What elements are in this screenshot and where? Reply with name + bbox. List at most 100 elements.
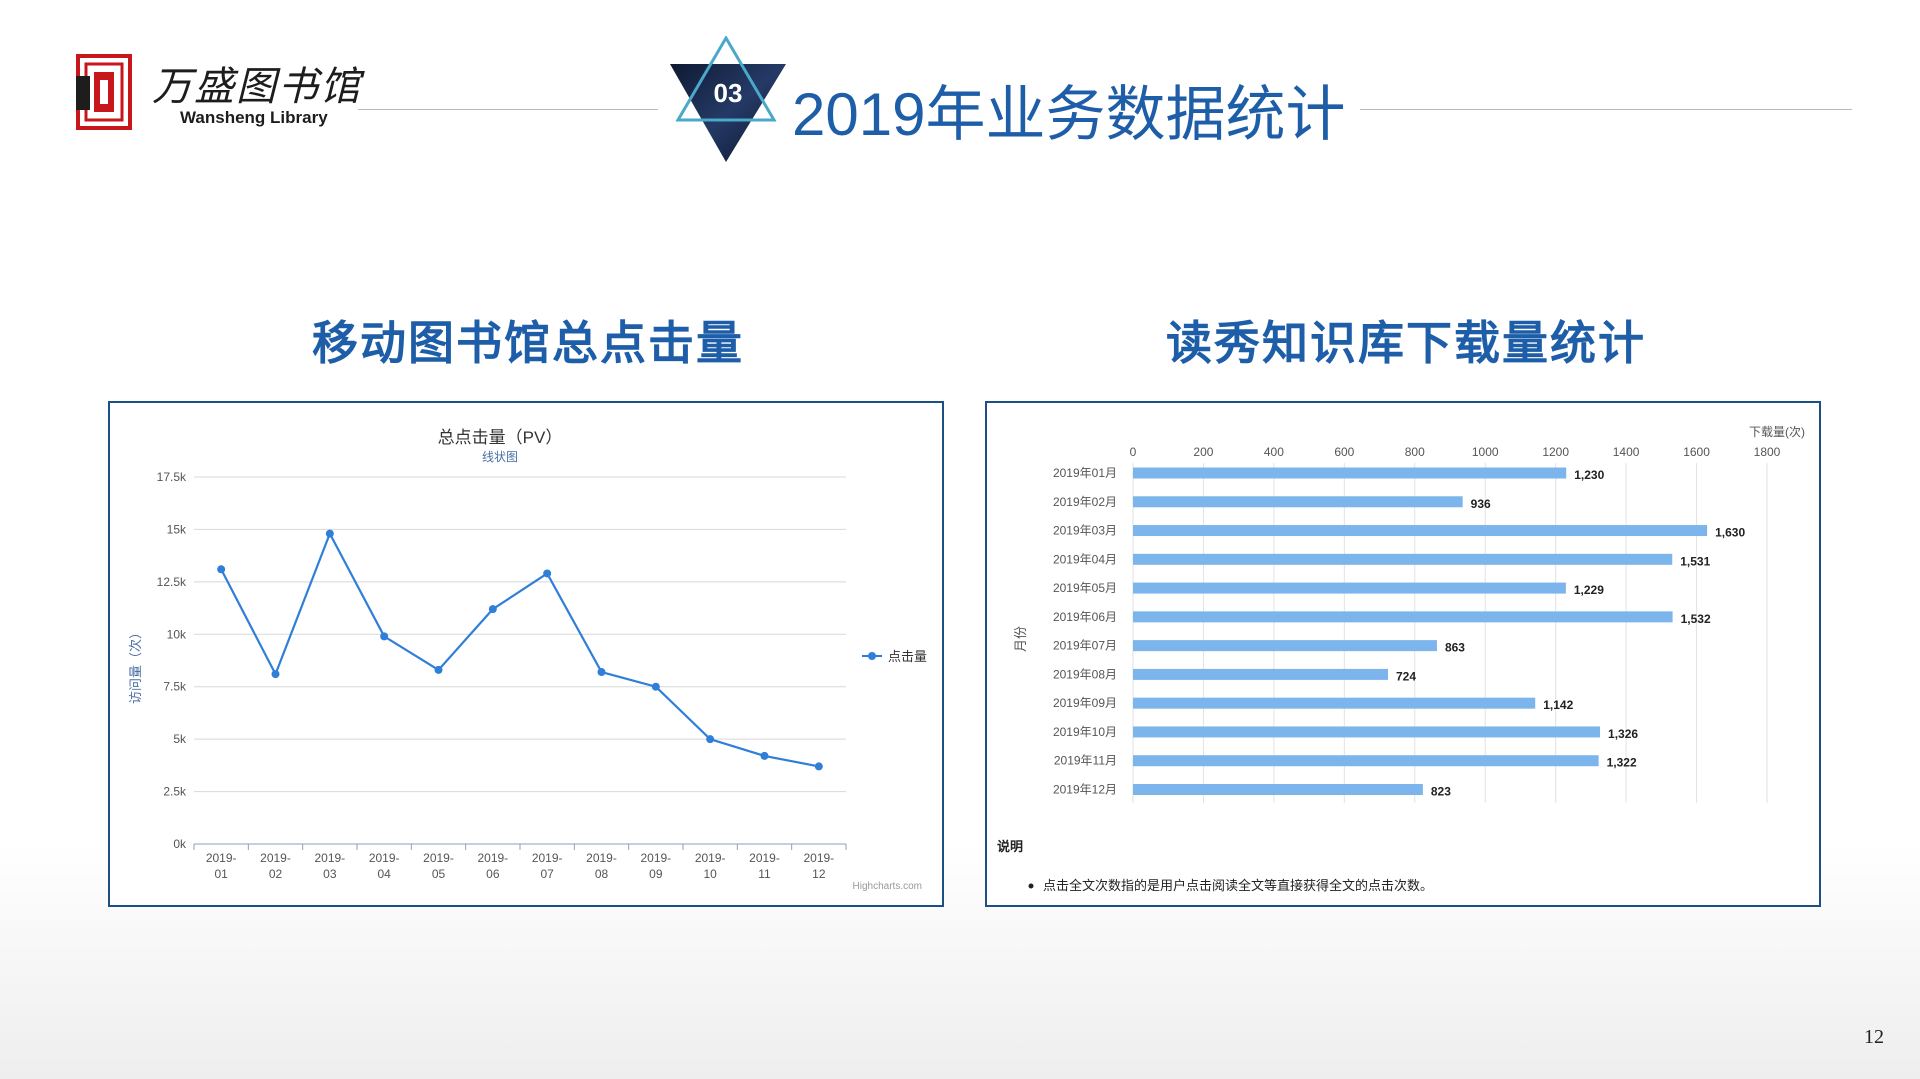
line-chart-y-tick: 0k bbox=[173, 837, 187, 851]
section-number: 03 bbox=[713, 78, 743, 108]
line-data-point[interactable] bbox=[706, 735, 715, 744]
left-section-title: 移动图书馆总点击量 bbox=[312, 317, 744, 369]
line-chart-y-tick: 5k bbox=[173, 732, 187, 746]
line-chart-y-tick: 17.5k bbox=[157, 470, 187, 484]
bar-chart-note-title: 说明 bbox=[997, 839, 1023, 854]
line-chart-x-tick: 2019-09 bbox=[640, 851, 671, 881]
line-chart-ylabel: 访问量（次） bbox=[128, 626, 143, 704]
line-chart-y-tick: 2.5k bbox=[163, 785, 187, 799]
bar-chart-category-label: 2019年11月 bbox=[1054, 754, 1117, 768]
bar-chart-note-text: 点击全文次数指的是用户点击阅读全文等直接获得全文的点击次数。 bbox=[1043, 878, 1433, 893]
line-chart-panel: 总点击量（PV） 线状图 访问量（次） Highcharts.com 0k 2.5… bbox=[108, 401, 944, 907]
bar-chart-x-tick: 800 bbox=[1405, 445, 1425, 459]
bar-chart-x-tick: 1000 bbox=[1472, 445, 1499, 459]
bar-chart-x-tick: 400 bbox=[1264, 445, 1284, 459]
bar-chart-category-label: 2019年09月 bbox=[1053, 696, 1117, 710]
bar-chart-bar[interactable] bbox=[1133, 553, 1673, 565]
bar-chart-value-label: 1,322 bbox=[1607, 756, 1637, 770]
line-chart-x-tick: 2019-05 bbox=[423, 851, 454, 881]
bar-chart-value-label: 1,326 bbox=[1608, 727, 1638, 741]
bar-chart-x-tick: 1600 bbox=[1683, 445, 1710, 459]
header-divider-left bbox=[358, 109, 658, 110]
triangle-badge-icon bbox=[670, 35, 786, 162]
bar-chart-category-label: 2019年07月 bbox=[1053, 639, 1117, 653]
header-divider-right bbox=[1360, 109, 1852, 110]
line-chart-x-tick: 2019-04 bbox=[369, 851, 400, 881]
bar-chart-bar[interactable] bbox=[1133, 640, 1437, 652]
line-data-point[interactable] bbox=[434, 665, 443, 674]
bar-chart-bar[interactable] bbox=[1133, 697, 1536, 709]
line-legend-label[interactable]: 点击量 bbox=[888, 649, 927, 664]
bar-chart-panel: 下载量(次) 月份 说明 点击全文次数指的是用户点击阅读全文等直接获得全文的点击… bbox=[985, 401, 1821, 907]
line-chart-x-tick: 2019-08 bbox=[586, 851, 617, 881]
line-data-point[interactable] bbox=[543, 569, 552, 578]
bar-chart-category-label: 2019年05月 bbox=[1053, 581, 1117, 595]
line-chart-x-tick: 2019-10 bbox=[695, 851, 726, 881]
bar-chart-category-label: 2019年12月 bbox=[1053, 782, 1117, 796]
line-chart-y-tick: 15k bbox=[167, 522, 187, 536]
bar-chart: 下载量(次) 月份 说明 点击全文次数指的是用户点击阅读全文等直接获得全文的点击… bbox=[997, 425, 1805, 893]
line-chart-title: 总点击量（PV） bbox=[438, 428, 563, 447]
page-number: 12 bbox=[1864, 1026, 1884, 1048]
library-logo: 万盛图书馆 Wansheng Library bbox=[76, 52, 366, 136]
bar-chart-x-tick: 600 bbox=[1334, 445, 1354, 459]
bar-chart-category-label: 2019年08月 bbox=[1053, 667, 1117, 681]
bar-chart-bar[interactable] bbox=[1133, 755, 1599, 767]
line-chart-y-tick: 10k bbox=[167, 627, 187, 641]
bar-chart-bar[interactable] bbox=[1133, 525, 1708, 537]
line-data-point[interactable] bbox=[217, 565, 226, 574]
line-chart-x-tick: 2019-02 bbox=[260, 851, 291, 881]
line-chart-x-tick: 2019-03 bbox=[314, 851, 345, 881]
line-chart-y-tick: 12.5k bbox=[157, 575, 187, 589]
bar-chart-x-tick: 1200 bbox=[1542, 445, 1569, 459]
bar-chart-bar[interactable] bbox=[1133, 611, 1673, 623]
line-data-point[interactable] bbox=[380, 632, 389, 641]
bar-chart-value-label: 936 bbox=[1471, 497, 1491, 511]
logo-chinese-name: 万盛图书馆 bbox=[152, 64, 362, 110]
bar-chart-bar[interactable] bbox=[1133, 496, 1463, 508]
line-data-point[interactable] bbox=[325, 529, 334, 538]
bar-chart-value-label: 1,531 bbox=[1680, 554, 1710, 568]
bar-chart-bar[interactable] bbox=[1133, 668, 1389, 680]
line-chart: 总点击量（PV） 线状图 访问量（次） Highcharts.com 0k 2.5… bbox=[128, 428, 927, 892]
bar-chart-category-axis-title: 月份 bbox=[1013, 626, 1028, 652]
line-data-point[interactable] bbox=[271, 670, 280, 679]
line-data-point[interactable] bbox=[814, 762, 823, 771]
line-chart-x-tick: 2019-12 bbox=[803, 851, 834, 881]
right-section-title: 读秀知识库下载量统计 bbox=[1166, 317, 1646, 369]
bar-chart-category-label: 2019年02月 bbox=[1053, 495, 1117, 509]
bar-chart-category-label: 2019年01月 bbox=[1053, 466, 1117, 480]
line-legend-marker bbox=[868, 652, 876, 660]
line-data-point[interactable] bbox=[760, 751, 769, 760]
line-chart-x-tick: 2019-07 bbox=[532, 851, 563, 881]
bar-chart-value-axis-title: 下载量(次) bbox=[1749, 425, 1805, 439]
bar-chart-category-label: 2019年06月 bbox=[1053, 610, 1117, 624]
page-title: 2019年业务数据统计 bbox=[792, 81, 1346, 148]
bar-chart-value-label: 1,229 bbox=[1574, 583, 1604, 597]
bar-chart-value-label: 1,532 bbox=[1681, 612, 1711, 626]
line-chart-y-tick: 7.5k bbox=[163, 680, 187, 694]
bar-chart-bar[interactable] bbox=[1133, 726, 1601, 738]
bar-chart-x-tick: 1800 bbox=[1754, 445, 1781, 459]
line-chart-subtitle: 线状图 bbox=[482, 450, 518, 464]
note-bullet-icon bbox=[1028, 883, 1034, 889]
logo-english-name: Wansheng Library bbox=[180, 108, 328, 127]
bar-chart-value-label: 724 bbox=[1396, 669, 1416, 683]
line-chart-x-tick: 2019-01 bbox=[206, 851, 237, 881]
bar-chart-value-label: 1,230 bbox=[1574, 468, 1604, 482]
bar-chart-x-tick: 1400 bbox=[1613, 445, 1640, 459]
line-chart-x-tick: 2019-06 bbox=[477, 851, 508, 881]
line-data-point[interactable] bbox=[651, 682, 660, 691]
line-series-点击量 bbox=[220, 530, 820, 768]
bar-chart-bar[interactable] bbox=[1133, 783, 1423, 795]
bar-chart-value-label: 863 bbox=[1445, 641, 1465, 655]
bar-chart-bar[interactable] bbox=[1133, 467, 1567, 479]
bar-chart-value-label: 1,630 bbox=[1715, 526, 1745, 540]
bar-chart-value-label: 1,142 bbox=[1543, 698, 1573, 712]
bar-chart-x-tick: 200 bbox=[1193, 445, 1213, 459]
line-data-point[interactable] bbox=[488, 605, 497, 614]
bar-chart-bar[interactable] bbox=[1133, 582, 1566, 594]
bar-chart-value-label: 823 bbox=[1431, 784, 1451, 798]
line-data-point[interactable] bbox=[597, 668, 606, 677]
bar-chart-category-label: 2019年04月 bbox=[1053, 552, 1117, 566]
